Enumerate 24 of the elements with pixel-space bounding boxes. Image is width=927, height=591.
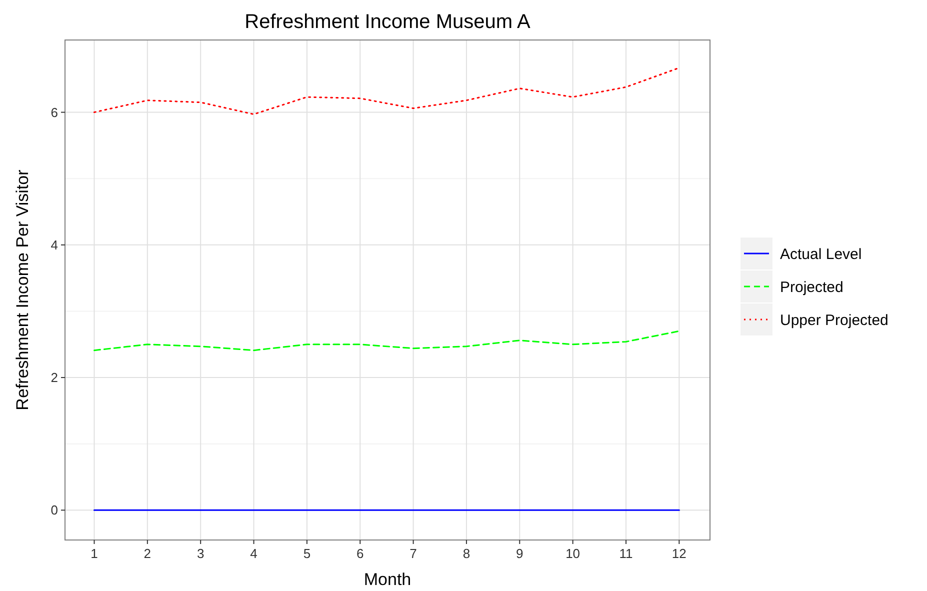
x-tick-label: 12 <box>672 546 686 561</box>
x-tick-label: 8 <box>462 546 470 561</box>
x-tick-label: 6 <box>356 546 364 561</box>
x-tick-label: 11 <box>619 546 633 561</box>
y-tick-label: 6 <box>50 104 58 120</box>
x-tick-label: 7 <box>410 546 417 561</box>
line-series <box>93 330 680 352</box>
chart-title: Refreshment Income Museum A <box>244 11 531 33</box>
x-tick-label: 1 <box>90 546 98 561</box>
x-axis-title: Month <box>364 570 412 589</box>
x-tick-label: 10 <box>566 546 580 561</box>
y-axis-title: Refreshment Income Per Visitor <box>13 169 32 410</box>
legend-label: Actual Level <box>780 246 862 263</box>
legend-label: Upper Projected <box>780 312 888 329</box>
x-tick-label: 9 <box>516 546 524 561</box>
x-tick-label: 3 <box>196 546 204 561</box>
y-tick-label: 2 <box>50 370 58 386</box>
x-tick-label: 2 <box>144 546 152 561</box>
legend-label: Projected <box>780 278 844 296</box>
x-tick-label: 5 <box>303 546 311 561</box>
x-tick-label: 4 <box>250 546 258 561</box>
line-series <box>93 67 680 116</box>
y-tick-label: 0 <box>50 502 58 518</box>
y-tick-label: 4 <box>50 237 58 252</box>
